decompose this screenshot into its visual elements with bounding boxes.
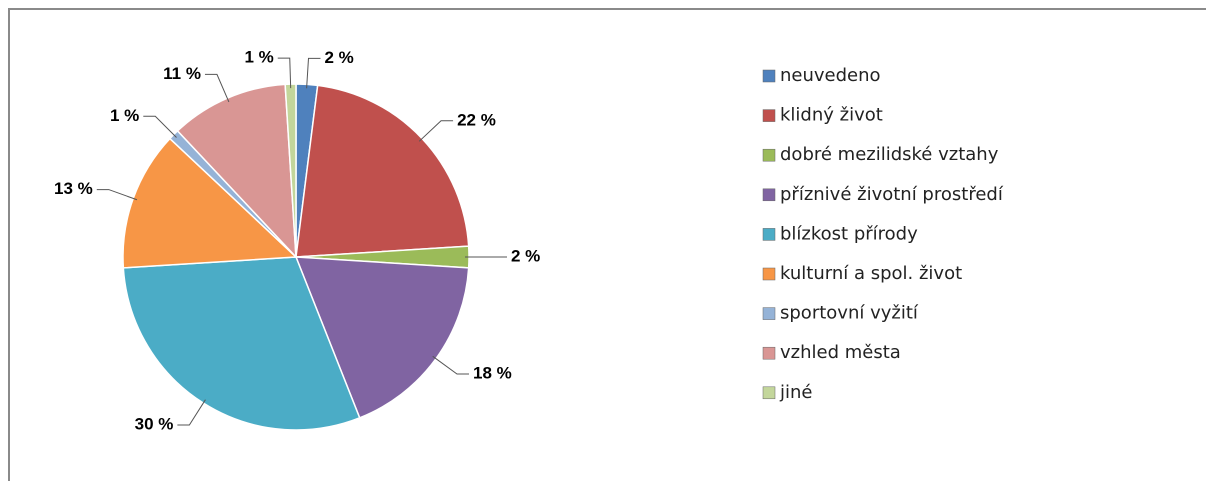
leader-line [277,57,292,89]
leader-line [177,399,206,426]
value-label: 30 % [135,415,174,434]
legend-label: dobré mezilidské vztahy [780,144,999,165]
legend-swatch [762,148,776,162]
legend-swatch [762,188,776,202]
legend-label: blízkost přírody [780,223,918,244]
legend-swatch [762,228,776,241]
value-label: 13 % [54,179,93,198]
legend-label: jiné [779,382,812,403]
leader-line [96,189,138,201]
legend-label: neuvedeno [780,65,881,86]
legend-label: kulturní a spol. život [780,263,962,284]
legend-swatch [762,109,776,122]
leader-line [418,120,454,142]
legend-swatch [762,267,776,281]
legend-swatch [762,386,776,400]
value-label: 1 % [110,106,139,125]
value-label: 18 % [473,363,512,382]
pie-slice [295,84,470,258]
legend-label: sportovní vyžití [780,303,919,324]
legend-label: vzhled města [780,342,901,363]
value-label: 2 % [511,246,540,265]
legend-swatch [762,69,776,83]
value-label: 1 % [244,48,273,67]
leader-line [432,355,469,375]
value-label: 22 % [457,110,496,129]
legend-label: příznivé životní prostředí [780,184,1004,205]
leader-line [143,115,177,138]
leader-line [306,57,321,89]
legend-swatch [762,346,776,360]
value-label: 11 % [163,64,201,83]
legend-label: klidný život [780,105,883,126]
legend-swatch [762,307,776,320]
value-label: 2 % [324,48,353,67]
leader-line [204,73,230,103]
